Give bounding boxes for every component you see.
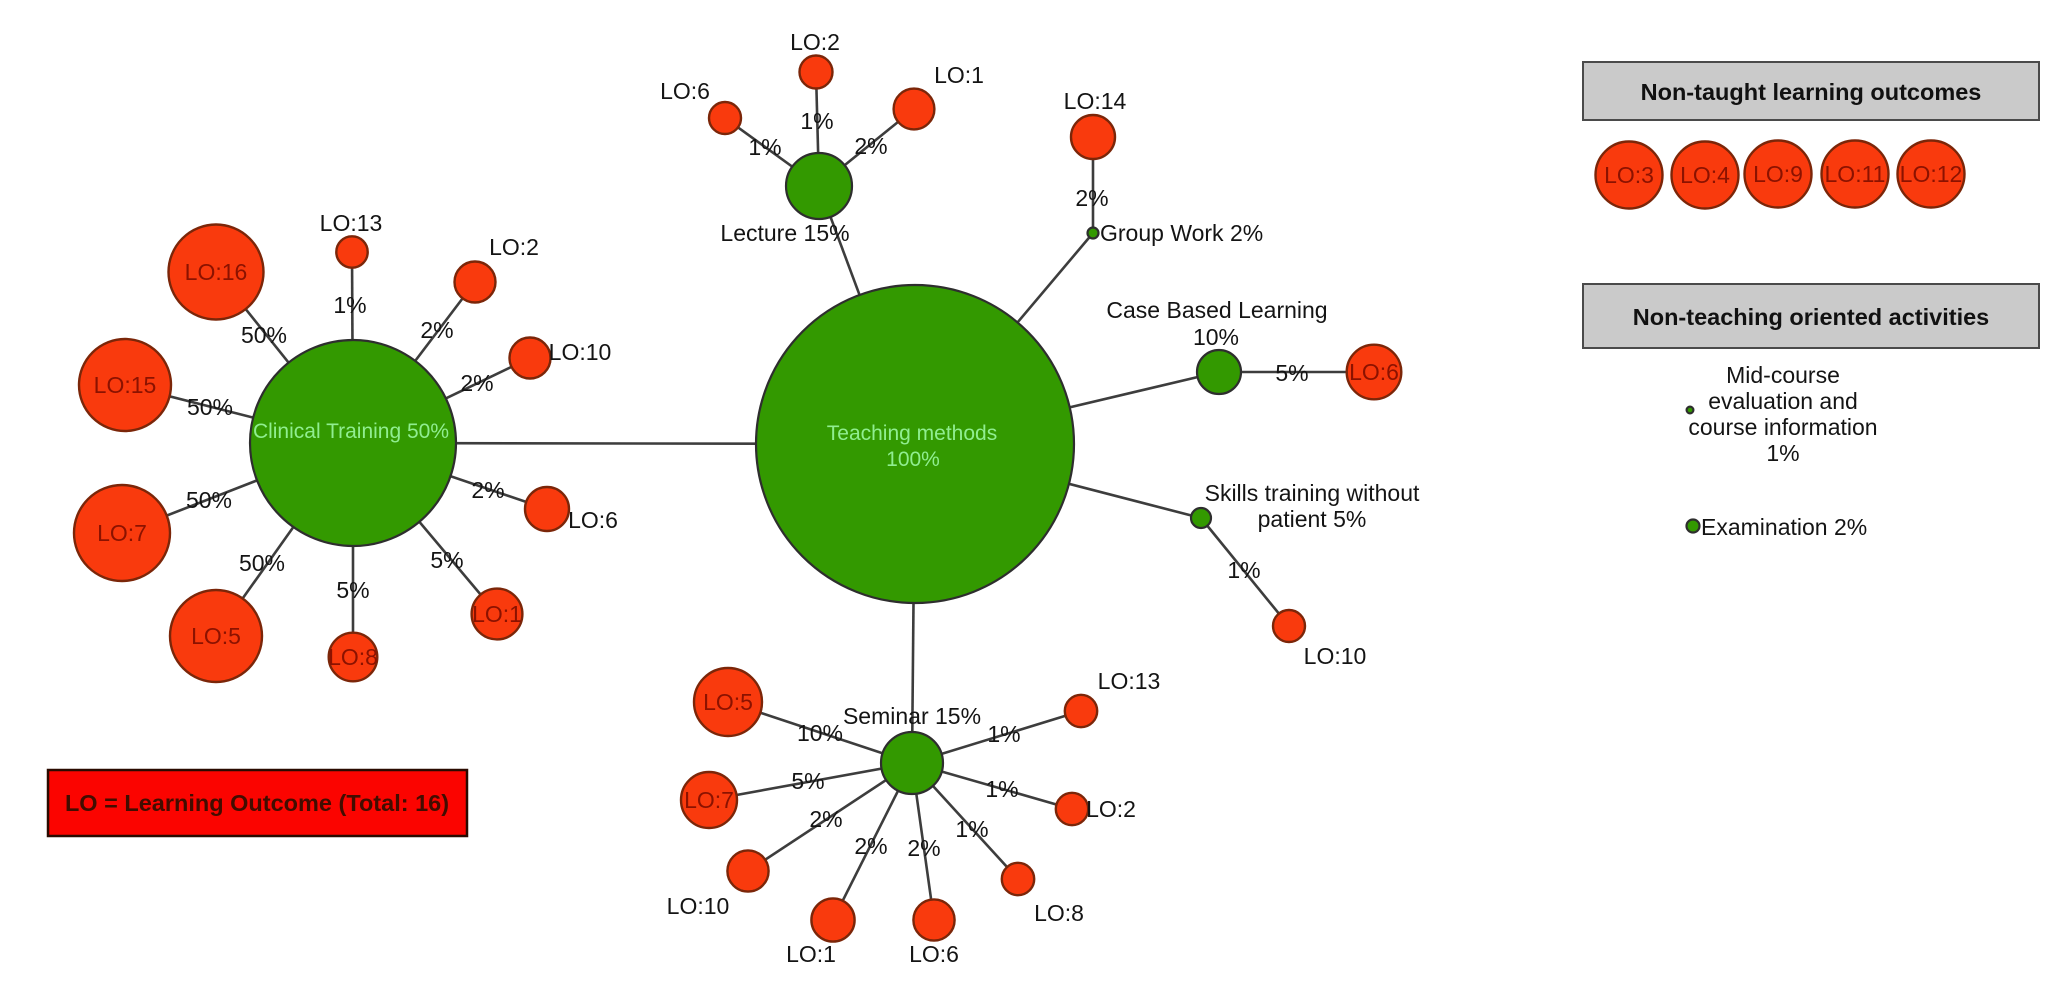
svg-text:1%: 1% — [333, 292, 366, 318]
svg-text:1%: 1% — [748, 134, 781, 160]
svg-text:LO:6: LO:6 — [1349, 359, 1399, 385]
svg-text:LO:5: LO:5 — [703, 689, 753, 715]
svg-text:LO:3: LO:3 — [1604, 162, 1654, 188]
svg-text:2%: 2% — [471, 477, 504, 503]
svg-text:50%: 50% — [186, 487, 232, 513]
svg-text:LO:2: LO:2 — [1086, 796, 1136, 822]
svg-text:LO:16: LO:16 — [185, 259, 248, 285]
svg-text:LO:2: LO:2 — [790, 29, 840, 55]
svg-text:Seminar 15%: Seminar 15% — [843, 703, 981, 729]
svg-text:LO:14: LO:14 — [1064, 88, 1127, 114]
svg-text:Lecture 15%: Lecture 15% — [720, 220, 849, 246]
svg-text:2%: 2% — [420, 317, 453, 343]
svg-text:LO:10: LO:10 — [549, 339, 612, 365]
svg-text:LO:15: LO:15 — [94, 372, 157, 398]
svg-text:2%: 2% — [854, 833, 887, 859]
svg-text:Examination 2%: Examination 2% — [1701, 514, 1867, 540]
svg-text:2%: 2% — [854, 133, 887, 159]
svg-text:LO:2: LO:2 — [489, 234, 539, 260]
svg-text:50%: 50% — [239, 550, 285, 576]
svg-text:Skills training without: Skills training without — [1205, 480, 1420, 506]
svg-text:Group Work 2%: Group Work 2% — [1100, 220, 1263, 246]
svg-text:1%: 1% — [955, 816, 988, 842]
svg-text:LO:1: LO:1 — [472, 601, 522, 627]
svg-text:Non-taught learning outcomes: Non-taught learning outcomes — [1641, 79, 1982, 105]
svg-text:2%: 2% — [460, 370, 493, 396]
svg-text:LO:10: LO:10 — [1304, 643, 1367, 669]
svg-text:1%: 1% — [1227, 557, 1260, 583]
svg-text:patient 5%: patient 5% — [1258, 506, 1367, 532]
svg-text:LO:7: LO:7 — [97, 520, 147, 546]
svg-text:5%: 5% — [336, 577, 369, 603]
svg-text:Teaching methods: Teaching methods — [827, 422, 997, 445]
svg-text:LO:10: LO:10 — [667, 893, 730, 919]
svg-text:LO:6: LO:6 — [660, 78, 710, 104]
svg-text:Mid-course: Mid-course — [1726, 362, 1840, 388]
svg-text:LO:6: LO:6 — [568, 507, 618, 533]
svg-text:50%: 50% — [241, 322, 287, 348]
svg-text:Non-teaching oriented activiti: Non-teaching oriented activities — [1633, 304, 1989, 330]
svg-text:LO:1: LO:1 — [934, 62, 984, 88]
svg-text:Clinical Training 50%: Clinical Training 50% — [253, 420, 449, 443]
svg-text:LO:11: LO:11 — [1825, 161, 1886, 187]
svg-text:LO:1: LO:1 — [786, 941, 836, 967]
svg-text:2%: 2% — [809, 806, 842, 832]
svg-text:1%: 1% — [985, 776, 1018, 802]
svg-text:LO:9: LO:9 — [1753, 161, 1803, 187]
svg-text:LO:13: LO:13 — [1098, 668, 1161, 694]
svg-text:LO:5: LO:5 — [191, 623, 241, 649]
svg-text:5%: 5% — [430, 547, 463, 573]
svg-text:Case Based Learning: Case Based Learning — [1106, 297, 1327, 323]
svg-text:LO:6: LO:6 — [909, 941, 959, 967]
svg-text:LO:8: LO:8 — [1034, 900, 1084, 926]
svg-text:1%: 1% — [987, 721, 1020, 747]
svg-text:course information: course information — [1688, 414, 1877, 440]
svg-text:1%: 1% — [1766, 440, 1799, 466]
svg-text:2%: 2% — [1075, 185, 1108, 211]
svg-text:50%: 50% — [187, 394, 233, 420]
svg-text:10%: 10% — [797, 720, 843, 746]
svg-text:LO:8: LO:8 — [328, 644, 378, 670]
svg-text:LO:12: LO:12 — [1900, 161, 1963, 187]
svg-text:LO:7: LO:7 — [684, 787, 734, 813]
svg-text:100%: 100% — [886, 448, 940, 471]
svg-text:LO:4: LO:4 — [1680, 162, 1730, 188]
svg-text:10%: 10% — [1193, 324, 1239, 350]
svg-text:5%: 5% — [1275, 360, 1308, 386]
svg-text:evaluation and: evaluation and — [1708, 388, 1858, 414]
svg-text:1%: 1% — [800, 108, 833, 134]
svg-text:2%: 2% — [907, 835, 940, 861]
svg-text:LO = Learning Outcome (Total:: LO = Learning Outcome (Total: 16) — [65, 790, 449, 816]
svg-text:LO:13: LO:13 — [320, 210, 383, 236]
svg-text:5%: 5% — [791, 768, 824, 794]
